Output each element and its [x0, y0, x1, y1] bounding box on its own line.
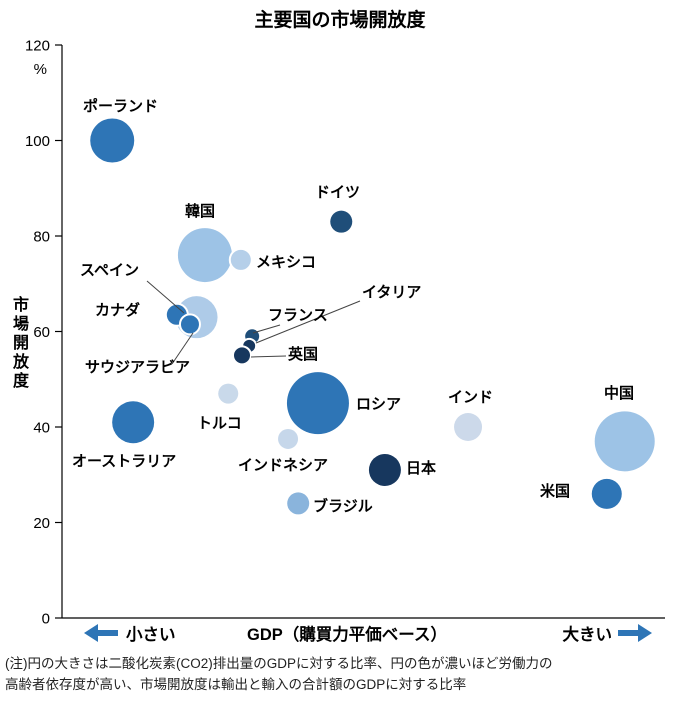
leader-line-group	[146, 280, 361, 365]
axes: 0 20 40 60 80 100 120 %	[25, 38, 665, 628]
left-arrow-icon	[84, 624, 118, 642]
chart-title: 主要国の市場開放度	[254, 10, 426, 31]
y-tick-label: 20	[33, 515, 50, 532]
label-mexico: メキシコ	[256, 254, 316, 271]
leader-line-saudi-arabia	[171, 332, 194, 365]
bubble-south-korea	[177, 228, 232, 283]
y-tick-label: 60	[33, 324, 50, 341]
y-axis-unit: %	[34, 61, 47, 78]
bubble-united-kingdom	[231, 345, 252, 366]
bubble-poland	[90, 118, 135, 163]
y-tick-label: 40	[33, 420, 50, 437]
label-poland: ポーランド	[83, 97, 158, 115]
right-arrow-icon	[618, 624, 652, 642]
bubble-indonesia	[278, 428, 299, 449]
label-saudi-arabia: サウジアラビア	[85, 359, 190, 376]
label-japan: 日本	[406, 459, 436, 477]
bubble-russia	[286, 372, 349, 435]
label-china: 中国	[604, 384, 634, 402]
bubble-australia	[112, 401, 155, 444]
label-indonesia: インドネシア	[238, 457, 328, 474]
label-south-korea: 韓国	[185, 202, 215, 220]
bubble-japan	[368, 453, 401, 486]
bubble-india	[454, 413, 483, 441]
y-tick-label: 120	[25, 38, 50, 55]
label-italy: イタリア	[362, 284, 421, 301]
bubble-group	[90, 118, 655, 515]
bubble-turkey	[218, 383, 239, 404]
footnote-line1: (注)円の大きさは二酸化炭素(CO2)排出量のGDPに対する比率、円の色が濃いほ…	[5, 656, 553, 671]
label-united-states: 米国	[540, 482, 570, 500]
label-brazil: ブラジル	[313, 497, 373, 515]
label-india: インド	[448, 389, 493, 406]
label-russia: ロシア	[356, 396, 401, 413]
label-turkey: トルコ	[197, 415, 242, 432]
label-canada: カナダ	[95, 301, 140, 319]
footnote: (注)円の大きさは二酸化炭素(CO2)排出量のGDPに対する比率、円の色が濃いほ…	[5, 654, 677, 696]
bubble-brazil	[287, 492, 310, 515]
bubble-china	[594, 411, 655, 472]
leader-line-united-kingdom	[250, 355, 287, 358]
x-axis-title: GDP（購買力平価ベース）	[247, 624, 447, 644]
x-axis-right-label: 大きい	[563, 624, 613, 644]
y-tick-label: 100	[25, 133, 50, 150]
y-axis-title: 市場開放度	[10, 296, 27, 391]
y-tick-label: 80	[33, 229, 50, 246]
x-axis-row: 小さい GDP（購買力平価ベース） 大きい	[84, 624, 652, 644]
bubble-united-states	[591, 478, 622, 509]
label-germany: ドイツ	[315, 184, 360, 201]
bubble-mexico	[228, 247, 253, 272]
leader-line-spain	[146, 280, 185, 314]
label-australia: オーストラリア	[72, 453, 176, 470]
bubble-spain	[178, 313, 201, 336]
y-tick-label: 0	[42, 611, 50, 628]
leader-line-france	[252, 324, 281, 334]
leader-line-italy	[255, 300, 361, 344]
label-france: フランス	[268, 307, 328, 324]
label-united-kingdom: 英国	[288, 345, 318, 363]
x-axis-left-label: 小さい	[126, 625, 176, 644]
label-spain: スペイン	[80, 262, 139, 279]
bubble-germany	[330, 210, 353, 233]
footnote-line2: 高齢者依存度が高い、市場開放度は輸出と輸入の合計額のGDPに対する比率	[5, 676, 467, 692]
